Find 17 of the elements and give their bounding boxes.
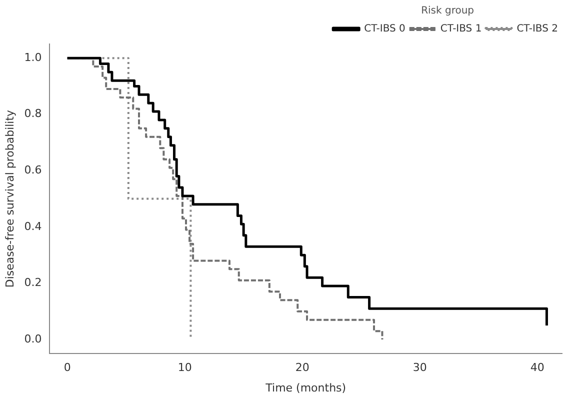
legend-label: CT-IBS 2 xyxy=(516,24,558,35)
x-tick-label: 20 xyxy=(295,361,310,374)
y-tick-label: 0.0 xyxy=(24,332,42,346)
y-tick-label: 0.6 xyxy=(24,164,42,177)
legend-label: CT-IBS 0 xyxy=(364,24,406,35)
legend-label: CT-IBS 1 xyxy=(440,24,482,35)
y-tick-label: 1.0 xyxy=(24,50,42,64)
x-tick-label: 10 xyxy=(178,361,192,374)
x-tick-label: 0 xyxy=(64,361,71,374)
x-tick-label: 30 xyxy=(412,361,427,374)
y-tick-label: 0.4 xyxy=(24,220,42,233)
y-tick-label: 0.8 xyxy=(24,107,42,120)
y-axis-title: Disease-free survival probability xyxy=(3,109,16,288)
legend-title: Risk group xyxy=(421,6,474,17)
x-axis-title: Time (months) xyxy=(264,381,346,394)
y-tick-label: 0.2 xyxy=(24,276,42,290)
x-tick-label: 40 xyxy=(530,361,544,374)
